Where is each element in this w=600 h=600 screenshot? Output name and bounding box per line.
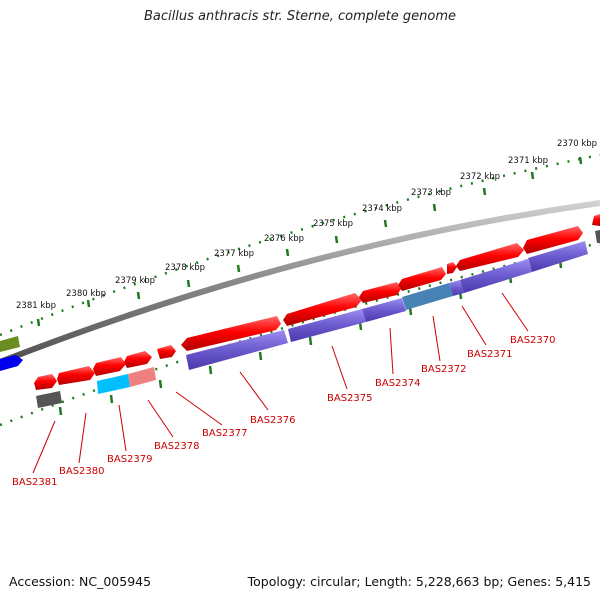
forward-gene[interactable] [447,262,457,274]
forward-gene[interactable] [34,374,57,390]
blue-gene[interactable] [0,355,23,371]
gene-label-BAS2377: BAS2377 [202,428,248,439]
forward-gene[interactable] [181,316,281,351]
reverse-gene[interactable] [449,280,464,296]
kbp-label-2376: 2376 kbp [264,234,304,244]
reverse-gene[interactable] [460,259,532,293]
cyan-gene[interactable] [97,374,130,394]
gene-label-BAS2378: BAS2378 [154,441,200,452]
topology-text: Topology: circular; Length: 5,228,663 bp… [247,574,591,589]
gene-label-BAS2379: BAS2379 [107,454,153,465]
reverse-gene[interactable] [288,309,366,342]
reverse-gene[interactable] [362,298,406,322]
forward-gene[interactable] [57,366,95,385]
kbp-label-2370: 2370 kbp [557,139,597,149]
kbp-label-2371: 2371 kbp [508,156,548,166]
forward-gene[interactable] [456,243,524,271]
kbp-label-2373: 2373 kbp [411,188,451,198]
label-leaders [32,292,529,474]
gene-label-BAS2370: BAS2370 [510,335,556,346]
gene-label-BAS2372: BAS2372 [421,364,467,375]
kbp-label-2378: 2378 kbp [165,263,205,273]
map-title: Bacillus anthracis str. Sterne, complete… [144,9,456,24]
forward-gene[interactable] [398,267,446,291]
forward-gene[interactable] [93,357,126,376]
forward-gene[interactable] [283,293,362,326]
gene-label-BAS2376: BAS2376 [250,415,296,426]
gene-label-BAS2371: BAS2371 [467,349,513,360]
steel-gene[interactable] [402,283,453,310]
gene-label-BAS2375: BAS2375 [327,393,373,404]
gene-label-BAS2374: BAS2374 [375,378,421,389]
gene-label-BAS2380: BAS2380 [59,466,105,477]
forward-gene[interactable] [359,282,401,303]
reverse-gene[interactable] [186,330,288,370]
forward-gene[interactable] [523,226,583,254]
kbp-label-2374: 2374 kbp [362,204,402,214]
kbp-label-2375: 2375 kbp [313,219,353,229]
genome-backbone [0,200,600,365]
outer-major-ticks [36,156,583,327]
accession-text: Accession: NC_005945 [9,574,152,589]
kbp-label-2372: 2372 kbp [460,172,500,182]
gray-gene[interactable] [595,230,600,243]
gene-label-BAS2381: BAS2381 [12,477,58,488]
kbp-label-2381: 2381 kbp [16,301,56,311]
kbp-label-2379: 2379 kbp [115,276,155,286]
reverse-gene[interactable] [528,241,588,272]
outer-tick-arc [0,153,600,337]
kbp-label-2380: 2380 kbp [66,289,106,299]
pink-gene[interactable] [128,367,156,387]
forward-gene[interactable] [157,345,176,359]
olive-gene[interactable] [0,336,20,352]
kbp-label-2377: 2377 kbp [214,249,254,259]
forward-strand-genes [34,214,600,390]
forward-gene[interactable] [592,214,600,226]
dark-gene[interactable] [36,391,62,408]
reverse-strand-genes [36,230,600,408]
forward-gene[interactable] [124,351,152,368]
